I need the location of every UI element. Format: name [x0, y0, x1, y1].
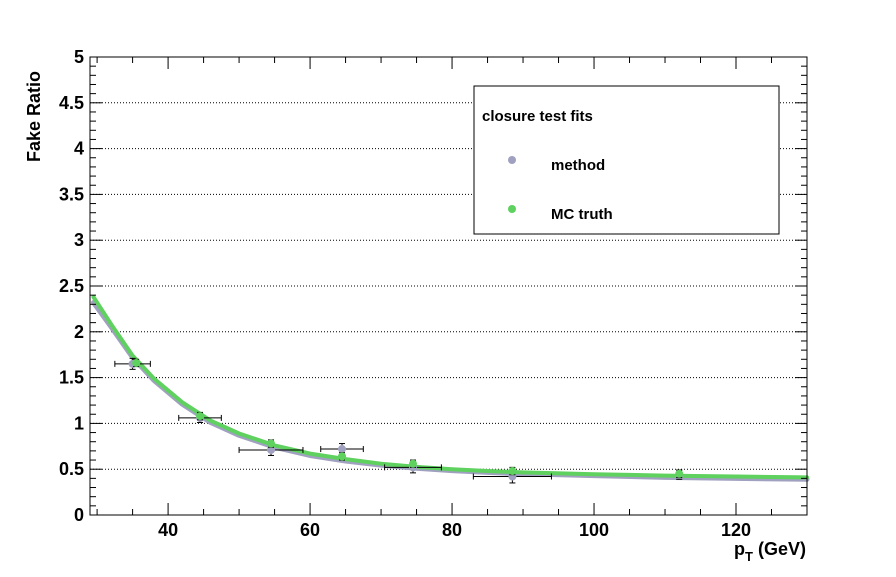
marker [409, 459, 418, 468]
data-point-method [472, 469, 552, 484]
fit-curve-mc-truth [91, 295, 809, 480]
marker [267, 439, 276, 448]
marker [338, 445, 347, 454]
data-point-mc-truth [675, 469, 684, 478]
legend-label-mc-truth: MC truth [551, 206, 613, 223]
legend-title: closure test fits [482, 108, 593, 125]
y-tick-label: 4 [74, 139, 84, 159]
legend: closure test fits method MC truth [473, 85, 780, 235]
data-point-mc-truth [267, 439, 276, 448]
marker [196, 412, 205, 421]
x-tick-label: 100 [579, 520, 609, 540]
y-tick-label: 3 [74, 230, 84, 250]
y-axis-title: Fake Ratio [24, 71, 44, 162]
marker [508, 467, 517, 476]
x-tick-label: 80 [442, 520, 462, 540]
y-tick-label: 2 [74, 322, 84, 342]
legend-label-method: method [551, 157, 605, 174]
data-point-mc-truth [132, 358, 141, 368]
marker [338, 452, 347, 461]
data-point-mc-truth [409, 459, 418, 468]
tick-labels: 0 0.5 1 1.5 2 2.5 3 3.5 4 4.5 5 40 60 80 100 120 [59, 47, 751, 540]
legend-box [473, 85, 780, 235]
x-axis-title-unit: (GeV) [753, 539, 806, 559]
x-axis-title: pT (GeV) [734, 539, 806, 564]
data-point-mc-truth [338, 452, 347, 461]
fit-curves [91, 295, 810, 482]
x-tick-label: 60 [300, 520, 320, 540]
x-tick-label: 40 [158, 520, 178, 540]
marker [267, 445, 276, 454]
legend-marker-method [508, 156, 516, 164]
marker [132, 358, 141, 367]
y-tick-label: 0.5 [59, 459, 84, 479]
data-point-mc-truth [508, 466, 517, 476]
y-tick-label: 5 [74, 47, 84, 67]
axis-ticks [90, 56, 808, 516]
x-axis-title-main: p [734, 539, 745, 559]
data-points [114, 357, 684, 484]
data-point-mc-truth [196, 411, 205, 421]
legend-marker-mc-truth [508, 205, 516, 213]
y-tick-label: 1 [74, 413, 84, 433]
x-tick-label: 120 [721, 520, 751, 540]
y-tick-label: 0 [74, 505, 84, 525]
y-tick-label: 3.5 [59, 184, 84, 204]
x-axis-title-sub: T [745, 549, 753, 564]
y-tick-label: 1.5 [59, 368, 84, 388]
y-tick-label: 4.5 [59, 93, 84, 113]
marker [675, 469, 684, 478]
data-point-method [320, 443, 364, 456]
y-tick-label: 2.5 [59, 276, 84, 296]
